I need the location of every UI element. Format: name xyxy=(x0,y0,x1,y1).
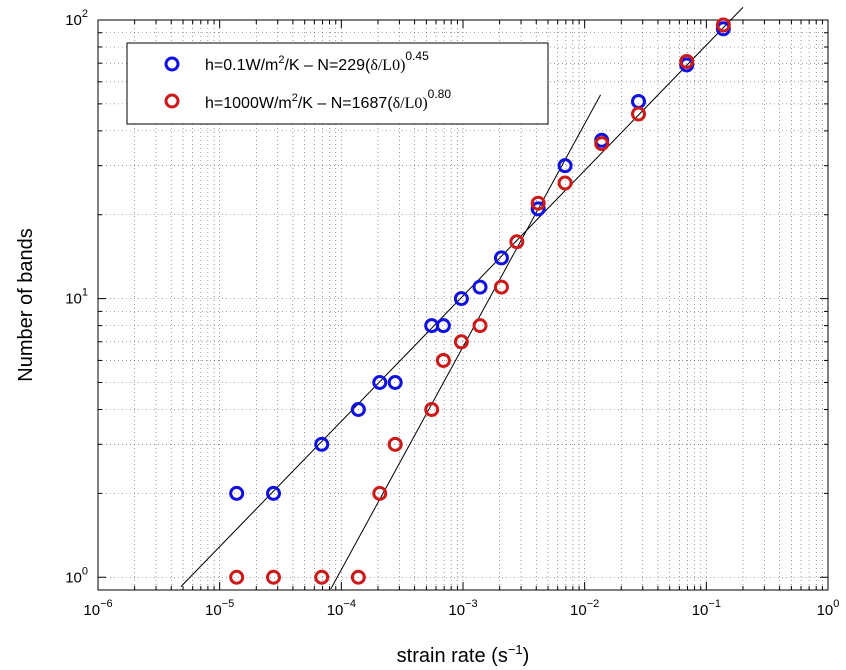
x-tick-label: 10−6 xyxy=(83,598,112,619)
y-tick-label: 102 xyxy=(65,8,88,29)
data-point-series-1 xyxy=(557,158,573,174)
legend-entry-1: h=0.1W/m2/K – N=229(δ/L0)0.45 xyxy=(164,49,429,74)
data-point-series-1 xyxy=(530,201,546,217)
data-point-series-2 xyxy=(453,334,469,350)
x-tick-label: 10−2 xyxy=(570,598,599,619)
data-point-series-2 xyxy=(509,234,525,250)
x-tick-label: 10−3 xyxy=(448,598,477,619)
legend-label-2: h=1000W/m2/K – N=1687(δ/L0)0.80 xyxy=(205,87,451,112)
data-point-series-1 xyxy=(229,485,245,501)
data-point-series-2 xyxy=(229,569,245,585)
data-point-series-2 xyxy=(350,569,366,585)
legend-marker-1 xyxy=(164,56,180,72)
data-point-series-2 xyxy=(387,436,403,452)
legend-label-1: h=0.1W/m2/K – N=229(δ/L0)0.45 xyxy=(205,49,429,74)
data-point-series-1 xyxy=(350,402,366,418)
x-tick-label: 100 xyxy=(817,598,840,619)
y-tick-label: 101 xyxy=(65,287,88,308)
data-point-series-2 xyxy=(715,17,731,33)
x-tick-label: 10−4 xyxy=(327,598,356,619)
y-axis-label: Number of bands xyxy=(15,228,37,381)
data-point-series-1 xyxy=(266,485,282,501)
axis-ticks xyxy=(98,20,828,590)
x-tick-label: 10−1 xyxy=(692,598,721,619)
data-point-series-1 xyxy=(472,279,488,295)
data-point-series-2 xyxy=(631,106,647,122)
y-tick-label: 100 xyxy=(65,565,88,586)
data-point-series-1 xyxy=(314,436,330,452)
data-point-series-2 xyxy=(435,352,451,368)
data-point-series-1 xyxy=(372,375,388,390)
data-point-series-2 xyxy=(472,318,488,334)
data-point-series-1 xyxy=(435,318,451,334)
data-point-series-2 xyxy=(424,402,440,418)
legend-box xyxy=(126,42,549,125)
data-point-series-1 xyxy=(631,93,647,109)
data-point-series-2 xyxy=(372,485,388,501)
fit-line-2 xyxy=(330,94,601,590)
data-point-series-2 xyxy=(314,569,330,585)
data-point-series-2 xyxy=(266,569,282,585)
data-point-series-2 xyxy=(557,175,573,191)
data-point-series-1 xyxy=(387,375,403,390)
data-point-series-2 xyxy=(594,136,610,152)
legend: h=0.1W/m2/K – N=229(δ/L0)0.45 h=1000W/m2… xyxy=(126,42,549,125)
legend-entry-2: h=1000W/m2/K – N=1687(δ/L0)0.80 xyxy=(164,87,451,112)
data-point-series-2 xyxy=(493,279,509,295)
x-axis-label: strain rate (s−1) xyxy=(397,642,530,667)
data-point-series-1 xyxy=(493,250,509,266)
x-tick-label: 10−5 xyxy=(205,598,234,619)
grid xyxy=(98,20,828,590)
data-point-series-1 xyxy=(453,291,469,307)
fit-line-1 xyxy=(180,7,744,587)
legend-marker-2 xyxy=(164,93,180,109)
fit-lines xyxy=(180,7,744,590)
data-point-series-2 xyxy=(679,53,695,69)
data-point-series-2 xyxy=(530,195,546,211)
data-points xyxy=(229,17,731,585)
tick-labels: 10−6 10−5 10−4 10−3 10−2 10−1 100 100 101 102 xyxy=(65,8,839,619)
